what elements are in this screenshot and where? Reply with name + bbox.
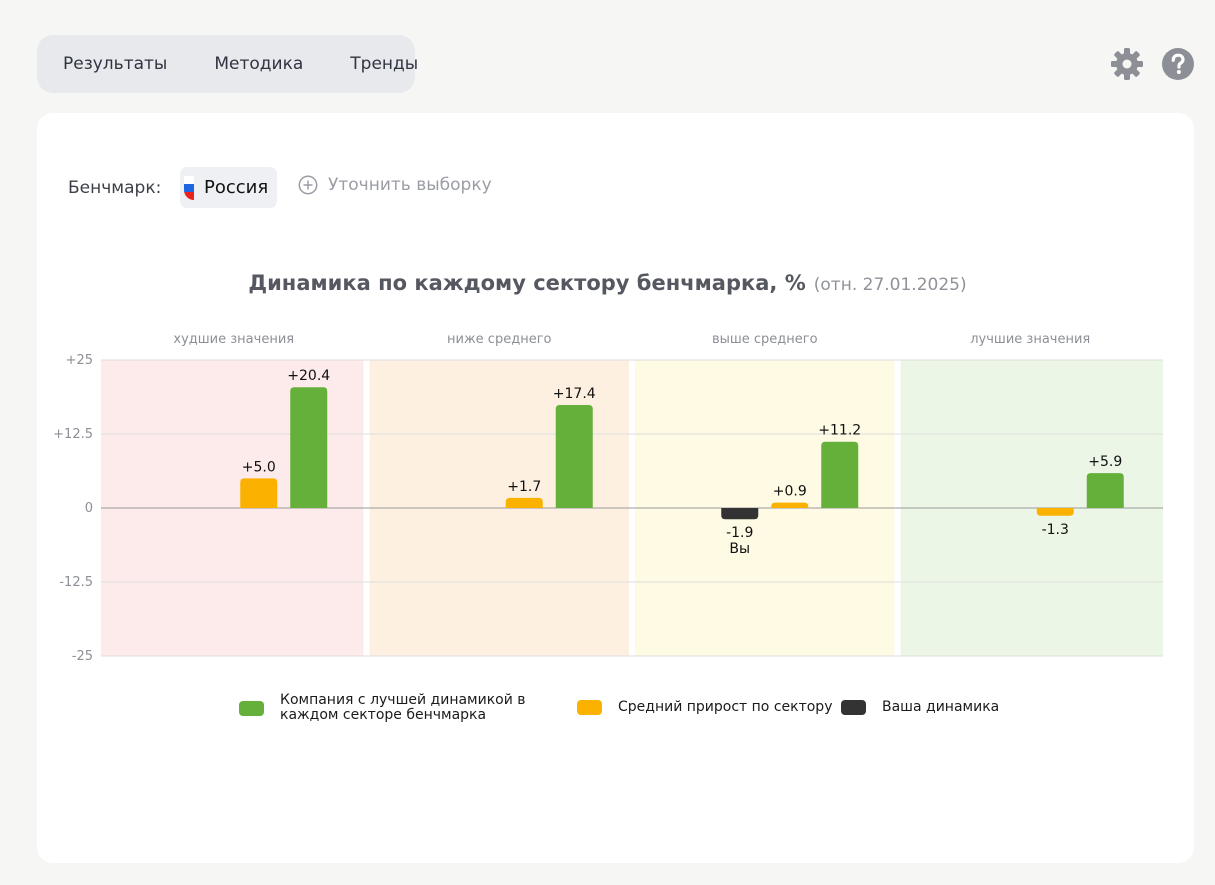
legend-item-average: Средний прирост по сектору (577, 700, 832, 715)
data-label-best-1: +17.4 (553, 386, 596, 402)
legend-item-best: Компания с лучшей динамикой в каждом сек… (239, 693, 526, 723)
data-label-best-2: +11.2 (818, 423, 861, 439)
legend-swatch-yours (841, 700, 866, 715)
benchmark-label: Бенчмарк: (68, 178, 162, 198)
bar-yours-2 (721, 508, 759, 520)
tab-trends[interactable]: Тренды (350, 54, 419, 74)
legend-swatch-best (239, 700, 264, 716)
sector-label-0: худшие значения (173, 332, 294, 347)
chart-title: Динамика по каждому сектору бенчмарка, %… (0, 271, 1215, 295)
legend-swatch-average (577, 700, 602, 715)
legend-label-best-line2: каждом секторе бенчмарка (280, 707, 487, 723)
bar-best-0 (290, 387, 328, 508)
data-label-best-0: +20.4 (287, 368, 330, 384)
y-tick-label-0: +25 (66, 353, 93, 368)
tab-results[interactable]: Результаты (63, 54, 168, 74)
y-tick-label-1: +12.5 (53, 427, 93, 442)
data-label-yours-2: -1.9 (726, 525, 753, 541)
bar-best-1 (555, 404, 593, 508)
legend-label-average: Средний прирост по сектору (618, 699, 833, 715)
bar-average-3 (1036, 508, 1074, 516)
bar-average-2 (771, 502, 809, 508)
bar-average-0 (240, 478, 278, 508)
your-marker-label: Вы (729, 541, 750, 557)
chart-title-text: Динамика по каждому сектору бенчмарка, % (248, 271, 806, 295)
sector-dynamics-chart: худшие значения ниже среднего выше среднег… (53, 332, 1163, 664)
tab-bar: Результаты Методика Тренды (37, 35, 419, 93)
data-label-average-0: +5.0 (242, 459, 276, 475)
tab-methodology[interactable]: Методика (214, 54, 304, 74)
bar-average-1 (505, 497, 543, 508)
plus-circle-icon (298, 175, 318, 195)
legend-label-yours: Ваша динамика (882, 699, 1000, 715)
benchmark-region-chip[interactable]: Россия (180, 167, 277, 208)
legend-item-yours: Ваша динамика (841, 700, 999, 715)
legend-label-best-line1: Компания с лучшей динамикой в (280, 692, 526, 708)
data-label-average-2: +0.9 (773, 484, 807, 500)
refine-selection-label: Уточнить выборку (328, 175, 492, 195)
russia-flag-icon (184, 175, 194, 200)
gear-icon[interactable] (1110, 47, 1144, 81)
y-tick-label-2: 0 (85, 501, 93, 516)
sector-label-2: выше среднего (712, 332, 818, 347)
refine-selection-button[interactable]: Уточнить выборку (298, 175, 492, 195)
data-label-average-3: -1.3 (1042, 522, 1069, 538)
sector-label-3: лучшие значения (970, 332, 1090, 347)
legend-label-best: Компания с лучшей динамикой в каждом сек… (280, 693, 526, 723)
data-label-best-3: +5.9 (1088, 454, 1122, 470)
bar-best-2 (821, 441, 859, 508)
data-label-average-1: +1.7 (507, 479, 541, 495)
sector-label-1: ниже среднего (447, 332, 552, 347)
y-tick-label-4: -25 (72, 649, 93, 664)
benchmark-region-label: Россия (204, 177, 269, 198)
chart-legend: Компания с лучшей динамикой в каждом сек… (0, 693, 1215, 733)
bar-best-3 (1086, 473, 1124, 508)
help-icon[interactable] (1161, 47, 1195, 81)
chart-subtitle: (отн. 27.01.2025) (813, 275, 967, 295)
y-tick-label-3: -12.5 (59, 575, 93, 590)
